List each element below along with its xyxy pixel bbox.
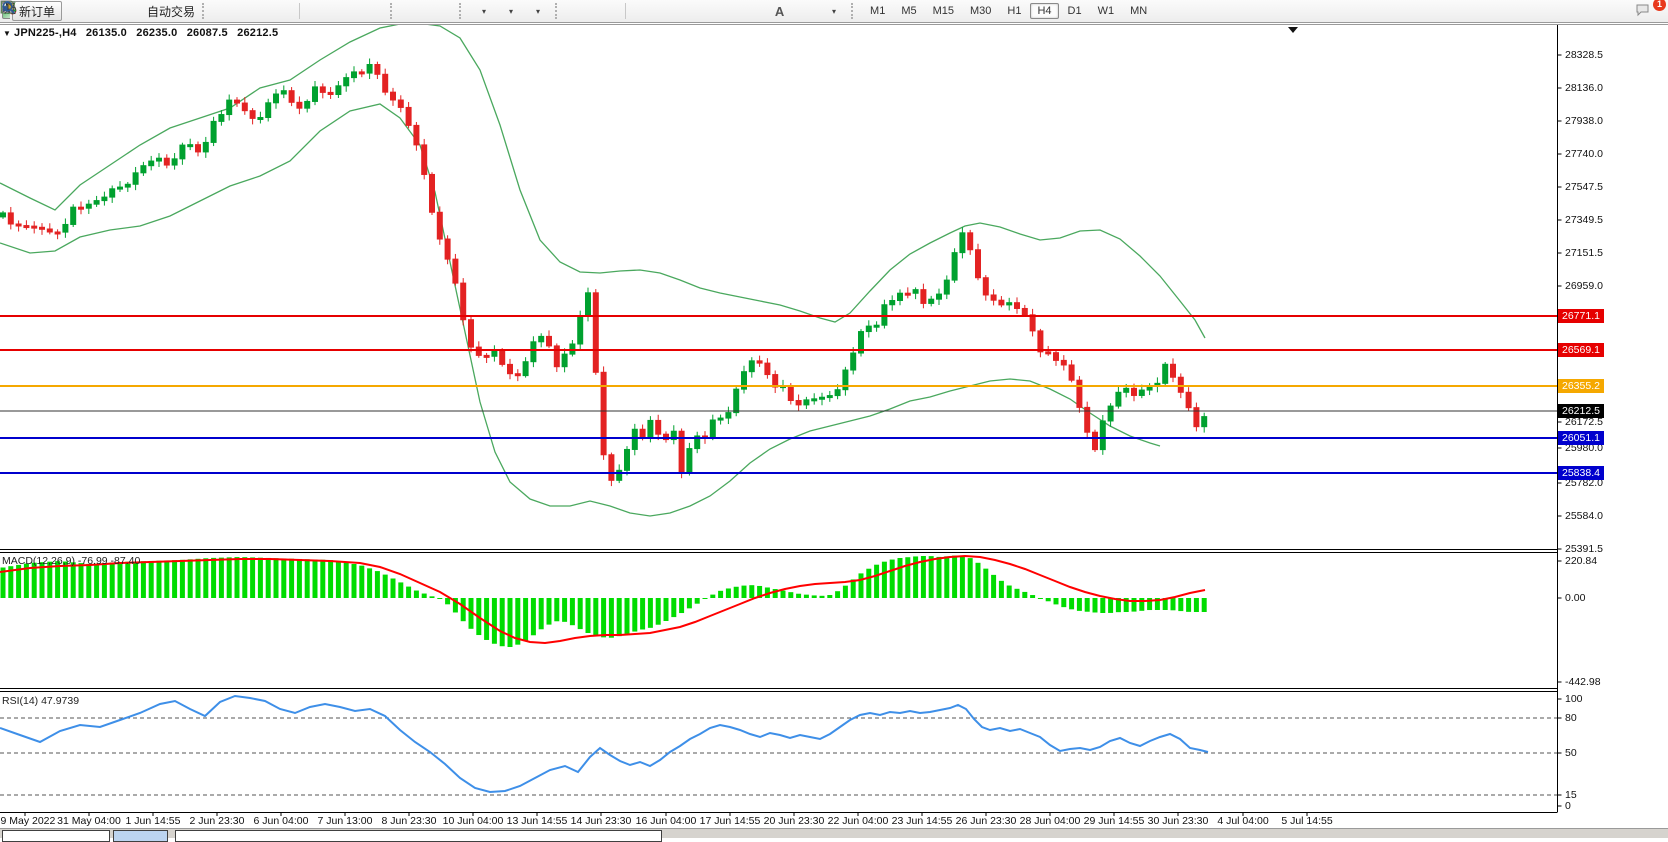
macd-indicator-label: MACD(12,26,9) -76.99 -87.40 <box>2 555 141 567</box>
time-tick-label: 22 Jun 04:00 <box>827 815 889 827</box>
rsi-axis-label: 50 <box>1565 747 1577 759</box>
price-level-badge: 26569.1 <box>1558 343 1604 357</box>
auto-trading-label: 自动交易 <box>147 4 196 19</box>
chart-close-value: 26212.5 <box>237 27 279 39</box>
chat-bubble-icon <box>1636 4 1649 16</box>
rsi-indicator-label: RSI(14) 47.9739 <box>2 695 80 707</box>
toolbar-grip[interactable] <box>459 3 466 19</box>
rsi-axis-label: 15 <box>1565 789 1577 801</box>
dropdown-caret-icon: ▾ <box>482 6 487 16</box>
toolbar-grip[interactable] <box>202 3 209 19</box>
timeframe-w1[interactable]: W1 <box>1097 5 1115 17</box>
time-tick-label: 6 Jun 04:00 <box>253 815 309 827</box>
price-tick-label: 25782.0 <box>1565 477 1603 489</box>
toolbar-grip[interactable] <box>851 3 858 19</box>
time-tick-label: 17 Jun 14:55 <box>699 815 761 827</box>
price-level-badge: 26771.1 <box>1558 309 1604 323</box>
time-tick-label: 14 Jun 23:30 <box>570 815 632 827</box>
window-tab[interactable] <box>113 830 168 842</box>
dropdown-caret-icon: ▾ <box>509 6 514 16</box>
time-tick-label: 31 May 04:00 <box>57 815 121 827</box>
time-tick-label: 4 Jul 04:00 <box>1217 815 1269 827</box>
price-tick-label: 25980.0 <box>1565 442 1603 454</box>
time-tick-label: 8 Jun 23:30 <box>381 815 437 827</box>
time-tick-label: 28 Jun 04:00 <box>1019 815 1081 827</box>
toolbar-grip[interactable] <box>390 3 397 19</box>
price-level-badge: 26355.2 <box>1558 379 1604 393</box>
search-icon[interactable] <box>2 1 1633 21</box>
time-tick-label: 23 Jun 14:55 <box>891 815 953 827</box>
chart-high-value: 26235.0 <box>136 27 178 39</box>
notification-count-badge: 1 <box>1653 0 1666 11</box>
macd-axis-label: -442.98 <box>1565 676 1601 688</box>
window-tab[interactable] <box>2 830 110 842</box>
window-tab[interactable] <box>175 830 662 842</box>
time-tick-label: 2 Jun 23:30 <box>189 815 245 827</box>
price-tick-label: 25391.5 <box>1565 543 1603 555</box>
rsi-axis-label: 100 <box>1565 693 1583 705</box>
chart-low-value: 26087.5 <box>186 27 228 39</box>
rsi-axis-label: 80 <box>1565 712 1577 724</box>
timeframe-m30[interactable]: M30 <box>970 5 992 17</box>
price-tick-label: 26959.0 <box>1565 280 1603 292</box>
price-tick-label: 27547.5 <box>1565 181 1603 193</box>
time-tick-label: 13 Jun 14:55 <box>506 815 568 827</box>
price-tick-label: 26172.5 <box>1565 416 1603 428</box>
price-tick-label: 27740.0 <box>1565 148 1603 160</box>
time-tick-label: 29 May 2022 <box>0 815 56 827</box>
price-level-badge: 26212.5 <box>1558 404 1604 418</box>
macd-axis-label: 0.00 <box>1565 592 1586 604</box>
timeframe-d1[interactable]: D1 <box>1067 5 1082 17</box>
chart-open-value: 26135.0 <box>85 27 127 39</box>
main-toolbar: 新订单 自动交易 ▾ ▾ ▾ E F A T ▾ M1M5M15M30H1H4D… <box>0 0 1668 23</box>
timeframe-h4[interactable]: H4 <box>1030 3 1059 19</box>
dropdown-caret-icon: ▾ <box>832 6 837 16</box>
price-tick-label: 28136.0 <box>1565 82 1603 94</box>
rsi-axis-label: 0 <box>1565 800 1571 812</box>
panel-divider[interactable] <box>0 548 1557 553</box>
timeframe-group: M1 M5 M15 M30 H1 H4 D1 W1 MN <box>863 3 1154 19</box>
price-tick-label: 27349.5 <box>1565 214 1603 226</box>
toolbar-grip[interactable] <box>555 3 562 19</box>
chart-header-collapse-icon[interactable]: ▼ <box>3 29 11 38</box>
timeframe-m5[interactable]: M5 <box>901 5 917 17</box>
macd-axis-label: 220.84 <box>1565 555 1598 567</box>
timeframe-h1[interactable]: H1 <box>1007 5 1022 17</box>
time-tick-label: 10 Jun 04:00 <box>442 815 504 827</box>
time-tick-label: 5 Jul 14:55 <box>1281 815 1333 827</box>
time-tick-label: 16 Jun 04:00 <box>635 815 697 827</box>
time-tick-label: 30 Jun 23:30 <box>1147 815 1209 827</box>
price-tick-label: 25584.0 <box>1565 510 1603 522</box>
timeframe-m1[interactable]: M1 <box>870 5 886 17</box>
price-level-badge: 26051.1 <box>1558 431 1604 445</box>
time-tick-label: 20 Jun 23:30 <box>763 815 825 827</box>
timeframe-m15[interactable]: M15 <box>932 5 954 17</box>
new-order-label: 新订单 <box>19 4 56 19</box>
price-tick-label: 27151.5 <box>1565 247 1603 259</box>
time-tick-label: 29 Jun 14:55 <box>1083 815 1145 827</box>
time-tick-label: 7 Jun 13:00 <box>317 815 373 827</box>
dropdown-caret-icon: ▾ <box>536 6 541 16</box>
notifications-button[interactable]: 1 <box>1635 0 1666 21</box>
price-tick-label: 27938.0 <box>1565 115 1603 127</box>
chart-symbol-period: JPN225-,H4 <box>14 27 77 39</box>
text-tool-icon[interactable]: A <box>774 3 785 19</box>
timeframe-mn[interactable]: MN <box>1130 5 1148 17</box>
panel-divider[interactable] <box>0 687 1557 692</box>
price-level-badge: 25838.4 <box>1558 466 1604 480</box>
chart-header: JPN225-,H4 26135.0 26235.0 26087.5 26212… <box>14 27 284 39</box>
time-tick-label: 26 Jun 23:30 <box>955 815 1017 827</box>
price-tick-label: 28328.5 <box>1565 49 1603 61</box>
time-tick-label: 1 Jun 14:55 <box>125 815 181 827</box>
